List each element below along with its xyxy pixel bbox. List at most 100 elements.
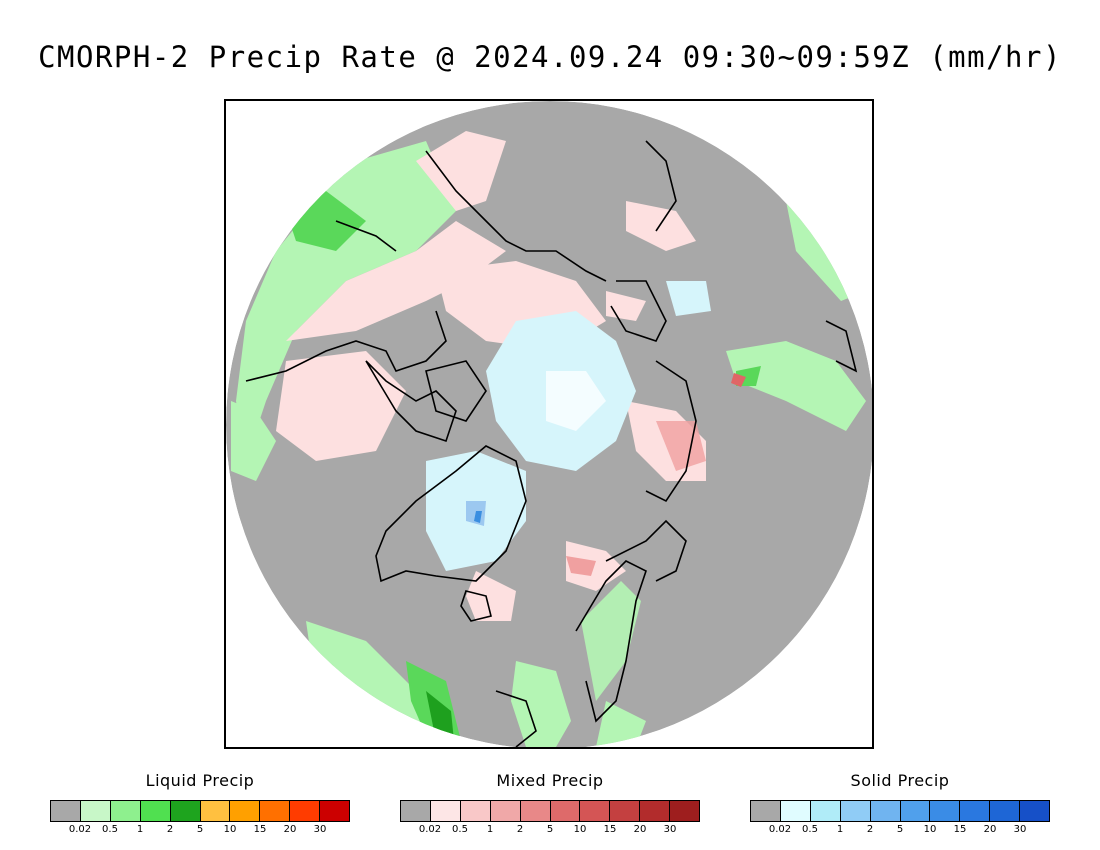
legend-swatch <box>401 801 431 821</box>
liquid-precip-region <box>231 401 276 481</box>
legend-tick-label: 10 <box>923 824 937 835</box>
canada-arctic-coastline <box>245 310 447 382</box>
coastline-layer <box>245 140 858 747</box>
solid-precip-region <box>546 371 606 431</box>
legend-mixed-ticks: 0.02 0.5 1 2 5 10 15 20 30 <box>400 824 700 838</box>
liquid-precip-region <box>726 341 866 431</box>
legend-liquid-title: Liquid Precip <box>145 771 255 790</box>
legend-swatch <box>490 801 521 821</box>
legend-swatch <box>260 801 291 821</box>
legend-tick-label: 20 <box>983 824 997 835</box>
legend-mixed: Mixed Precip 0.02 0.5 1 2 5 10 15 20 30 <box>400 770 700 838</box>
legend-swatch <box>550 801 581 821</box>
legend-solid-colorbar <box>750 800 1050 822</box>
legend-swatch <box>140 801 171 821</box>
solid-precip-region <box>474 511 482 523</box>
legend-swatch <box>110 801 141 821</box>
siberia-coastline <box>610 280 667 342</box>
legend-swatch <box>870 801 901 821</box>
legend-swatch <box>520 801 551 821</box>
legend-swatch <box>960 801 991 821</box>
legend-swatch <box>780 801 811 821</box>
legend-mixed-colorbar <box>400 800 700 822</box>
legend-swatch <box>751 801 781 821</box>
legend-swatch <box>840 801 871 821</box>
legend-swatch <box>80 801 111 821</box>
legend-swatch <box>430 801 461 821</box>
legend-swatch <box>51 801 81 821</box>
chart-title: CMORPH-2 Precip Rate @ 2024.09.24 09:30~… <box>38 40 1062 74</box>
legend-tick-label: 30 <box>1013 824 1027 835</box>
kamchatka-coastline <box>645 140 677 232</box>
legend-tick-label: 2 <box>866 824 874 835</box>
liquid-precip-region <box>426 691 454 741</box>
legend-tick-label: 5 <box>196 824 204 835</box>
legend-tick-label: 5 <box>896 824 904 835</box>
legend-swatch <box>460 801 491 821</box>
arctic-archipelago-coastline <box>425 360 487 422</box>
mixed-precip-region <box>731 373 746 387</box>
polar-precip-map[interactable] <box>224 99 874 749</box>
greenland-coastline <box>375 445 527 583</box>
legend-tick-label: 0.02 <box>768 824 792 835</box>
liquid-precip-region <box>236 141 456 461</box>
mixed-precip-region <box>466 571 516 621</box>
legend-tick-label: 15 <box>253 824 267 835</box>
legend-tick-label: 1 <box>136 824 144 835</box>
legend-solid: Solid Precip 0.02 0.5 1 2 5 10 15 20 30 <box>750 770 1050 838</box>
map-canvas <box>226 101 872 747</box>
british-isles-coastline <box>495 690 537 747</box>
legend-solid-ticks: 0.02 0.5 1 2 5 10 15 20 30 <box>750 824 1050 838</box>
kola-coastline <box>605 519 687 582</box>
legend-swatch <box>320 801 350 821</box>
legend-tick-label: 30 <box>663 824 677 835</box>
alaska-range-line <box>335 220 397 252</box>
legend-liquid-ticks: 0.02 0.5 1 2 5 10 15 20 30 <box>50 824 350 838</box>
legend-swatch <box>930 801 961 821</box>
legend-tick-label: 30 <box>313 824 327 835</box>
legend-tick-label: 1 <box>486 824 494 835</box>
legend-swatch <box>580 801 611 821</box>
solid-precip-region <box>666 281 711 316</box>
iceland-coastline <box>460 590 492 622</box>
legend-swatch <box>1020 801 1050 821</box>
legend-tick-label: 10 <box>223 824 237 835</box>
scandinavia-coastline <box>575 560 647 723</box>
east-siberia-coastline <box>825 320 858 373</box>
legend-swatch <box>640 801 671 821</box>
legend-tick-label: 10 <box>573 824 587 835</box>
legend-liquid-colorbar <box>50 800 350 822</box>
legend-liquid: Liquid Precip 0.02 0.5 1 2 5 10 15 20 30 <box>50 770 350 838</box>
legend-swatch <box>230 801 261 821</box>
mixed-precip-region <box>276 351 406 461</box>
liquid-precip-region <box>511 661 571 747</box>
legend-tick-label: 15 <box>953 824 967 835</box>
liquid-precip-region <box>581 581 641 701</box>
liquid-precip-region <box>596 701 646 747</box>
legend-swatch <box>200 801 231 821</box>
legend-tick-label: 5 <box>546 824 554 835</box>
legend-tick-label: 0.5 <box>102 824 118 835</box>
legend-swatch <box>170 801 201 821</box>
legend-mixed-title: Mixed Precip <box>496 771 604 790</box>
legend-tick-label: 0.5 <box>802 824 818 835</box>
legend-tick-label: 20 <box>633 824 647 835</box>
legend-swatch <box>900 801 931 821</box>
legend-tick-label: 2 <box>516 824 524 835</box>
legend-swatch <box>810 801 841 821</box>
mixed-precip-region <box>566 556 596 576</box>
precip-layer <box>231 131 866 747</box>
legend-tick-label: 0.5 <box>452 824 468 835</box>
legend-tick-label: 2 <box>166 824 174 835</box>
legend-tick-label: 15 <box>603 824 617 835</box>
novaya-zemlya-coastline <box>645 360 697 503</box>
mixed-precip-region <box>626 201 696 251</box>
legend-tick-label: 0.02 <box>68 824 92 835</box>
legend-swatch <box>670 801 700 821</box>
alaska-siberia-coastline <box>425 150 607 282</box>
legend-swatch <box>610 801 641 821</box>
legend-solid-title: Solid Precip <box>850 771 950 790</box>
mixed-precip-region <box>416 131 506 211</box>
legend-tick-label: 1 <box>836 824 844 835</box>
arctic-archipelago-coastline <box>365 360 457 443</box>
